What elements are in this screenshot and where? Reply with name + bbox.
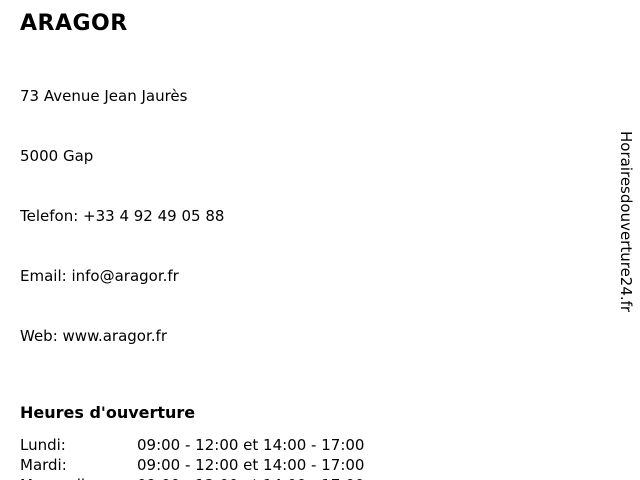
opening-hours-table: Lundi: 09:00 - 12:00 et 14:00 - 17:00 Ma… xyxy=(20,435,640,480)
address-street: 73 Avenue Jean Jaurès xyxy=(20,87,188,105)
web-value: www.aragor.fr xyxy=(62,327,167,345)
day-label: Mercredi: xyxy=(20,475,137,480)
day-hours: 09:00 - 12:00 et 14:00 - 17:00 xyxy=(137,436,365,454)
phone-line: Telefon: +33 4 92 49 05 88 xyxy=(20,206,640,226)
web-label: Web: xyxy=(20,327,63,345)
day-hours: 09:00 - 12:00 et 14:00 - 17:00 xyxy=(137,456,365,474)
address-city: 5000 Gap xyxy=(20,147,94,165)
email-line: Email: info@aragor.fr xyxy=(20,266,640,286)
phone-label: Telefon: xyxy=(20,207,84,225)
contact-block: 73 Avenue Jean Jaurès 5000 Gap Telefon: … xyxy=(20,46,640,386)
hours-row-wednesday: Mercredi: 09:00 - 12:00 et 14:00 - 17:00 xyxy=(20,475,640,480)
email-label: Email: xyxy=(20,267,72,285)
web-line: Web: www.aragor.fr xyxy=(20,326,640,346)
day-hours: 09:00 - 12:00 et 14:00 - 17:00 xyxy=(137,475,640,480)
opening-hours-heading: Heures d'ouverture xyxy=(20,403,196,422)
hours-row-tuesday: Mardi: 09:00 - 12:00 et 14:00 - 17:00 xyxy=(20,455,640,475)
day-label: Lundi: xyxy=(20,436,66,454)
hours-row-monday: Lundi: 09:00 - 12:00 et 14:00 - 17:00 xyxy=(20,435,640,455)
page-title: ARAGOR xyxy=(20,11,128,36)
email-value: info@aragor.fr xyxy=(71,267,179,285)
watermark-site-name: Horairesdouverture24.fr xyxy=(617,131,635,313)
phone-value: +33 4 92 49 05 88 xyxy=(83,207,225,225)
day-label: Mardi: xyxy=(20,456,67,474)
